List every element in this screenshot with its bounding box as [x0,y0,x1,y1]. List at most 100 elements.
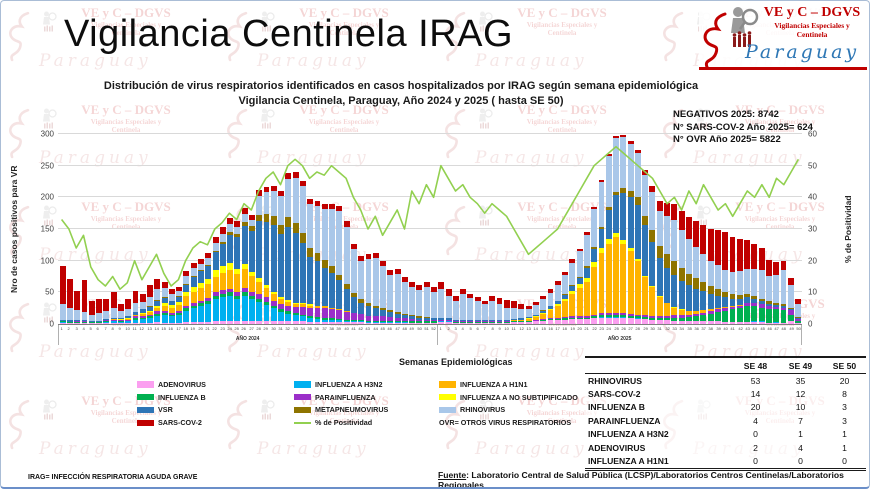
x-tick-1-2025: 1 [439,326,443,331]
segment-rhinovirus [117,311,124,318]
segment-vsr [416,317,423,320]
segment-sars-cov-2 [678,211,685,231]
segment-influenza-a-no-subtipificado [154,305,161,308]
segment-parainfluenza [532,320,539,321]
segment-adenovirus [693,321,700,324]
segment-sars-cov-2 [270,185,277,192]
segment-adenovirus [183,322,190,324]
x-tick-7-2024: 7 [104,326,107,331]
segment-vsr [620,192,627,241]
segment-influenza-a-no-subtipificado [270,291,277,295]
segment-parainfluenza [132,316,139,319]
segment-adenovirus [598,317,605,324]
segment-influenza-a-h1n1 [525,318,532,321]
segment-influenza-a-h3n2 [394,322,401,323]
segment-rhinovirus [81,312,88,320]
segment-metapneumovirus [256,215,263,222]
table-header-row: SE 48 SE 49 SE 50 [585,356,866,374]
segment-vsr [576,277,583,285]
segment-sars-cov-2 [569,259,576,263]
legend-line-swatch [294,421,311,424]
segment-influenza-b [664,317,670,321]
segment-influenza-a-no-subtipificado [161,303,168,306]
bar-week-28-2024 [256,134,263,324]
segment-influenza-a-no-subtipificado [605,238,612,244]
bar-week-17-2025 [554,134,561,324]
segment-vsr [365,306,372,316]
segment-adenovirus [154,322,161,324]
segment-vsr [758,301,765,305]
segment-vsr [496,320,503,322]
segment-vsr [693,288,700,311]
segment-influenza-a-h1n1 [132,315,139,317]
segment-sars-cov-2 [168,289,175,295]
segment-parainfluenza [249,291,255,296]
x-tick-32-2024: 32 [285,326,291,331]
segment-sars-cov-2 [241,208,248,215]
segment-influenza-a-h1n1 [649,287,656,316]
segment-influenza-b [263,301,270,306]
segment-parainfluenza [452,320,459,323]
segment-influenza-b [423,321,430,323]
x-tick-33-2024: 33 [292,326,298,331]
segment-influenza-a-no-subtipificado [634,258,641,261]
table-value-adenovirus-se-49: 4 [798,442,803,453]
y-axis-title-left: Nro de casos positivos para VR [9,165,19,293]
segment-influenza-b [387,320,394,323]
segment-vsr [773,305,780,307]
segment-metapneumovirus [219,241,226,245]
segment-sars-cov-2 [780,261,787,271]
segment-parainfluenza [715,309,721,312]
segment-vsr [234,237,241,269]
segment-influenza-a-h3n2 [81,322,88,324]
legend-column-3: INFLUENZA A H1N1 INFLUENZA A NO SUBTIPIFI… [439,378,578,429]
segment-parainfluenza [693,313,700,317]
legend-label-parainfluenza: PARAINFLUENZA [315,392,376,402]
segment-parainfluenza [685,314,692,318]
segment-parainfluenza [460,320,467,323]
x-tick-29-2025: 29 [643,326,648,331]
year-label-a-o-2024: AÑO 2024 [58,325,437,346]
segment-metapneumovirus [227,231,234,235]
bar-week-38-2024 [329,134,335,324]
segment-vsr [569,286,576,292]
segment-influenza-a-no-subtipificado [583,277,590,282]
y-axis-right: 0 10 20 30 40 50 60 [806,130,830,329]
segment-influenza-a-no-subtipificado [132,314,139,316]
segment-influenza-a-h3n2 [212,299,219,322]
segment-metapneumovirus [358,298,365,303]
segment-adenovirus [81,323,88,324]
segment-metapneumovirus [314,253,321,262]
table-virus-name: INFLUENZA A H1N1 [588,456,669,467]
segment-metapneumovirus [234,234,241,238]
segment-parainfluenza [125,319,132,321]
segment-influenza-a-h3n2 [205,304,212,323]
segment-adenovirus [117,323,124,324]
segment-influenza-a-h3n2 [292,315,299,322]
segment-rhinovirus [190,268,197,276]
bar-week-6-2024 [96,134,102,324]
segment-influenza-b [795,320,801,323]
segment-influenza-a-h3n2 [96,322,102,324]
x-tick-22-2025: 22 [592,326,597,331]
bar-week-27-2024 [249,134,255,324]
segment-influenza-a-no-subtipificado [307,304,314,306]
segment-adenovirus [336,322,343,324]
segment-sars-cov-2 [110,292,117,309]
segment-adenovirus [409,322,416,324]
segment-influenza-b [110,320,117,322]
bar-week-37-2025 [700,134,707,324]
segment-adenovirus [583,318,590,324]
segment-influenza-a-h1n1 [613,237,619,314]
stacked-bars [58,134,802,324]
segment-rhinovirus [270,191,277,217]
segment-influenza-a-h1n1 [117,319,124,321]
bar-week-45-2024 [380,134,386,324]
segment-influenza-a-h3n2 [795,322,801,324]
segment-vsr [540,310,547,313]
page-title: Vigilancia Centinela IRAG [64,13,514,55]
x-tick-9-2024: 9 [118,326,122,331]
x-tick-1-2024: 1 [60,326,63,331]
segment-metapneumovirus [765,301,772,304]
table-value-parainfluenza-se-50: 3 [842,415,847,426]
